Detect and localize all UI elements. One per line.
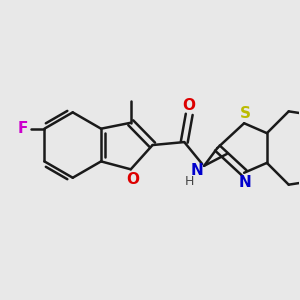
Text: F: F [17,121,28,136]
Text: S: S [240,106,250,121]
Text: N: N [191,163,203,178]
Text: O: O [183,98,196,113]
Text: O: O [126,172,139,187]
Text: H: H [184,175,194,188]
Text: N: N [239,175,251,190]
